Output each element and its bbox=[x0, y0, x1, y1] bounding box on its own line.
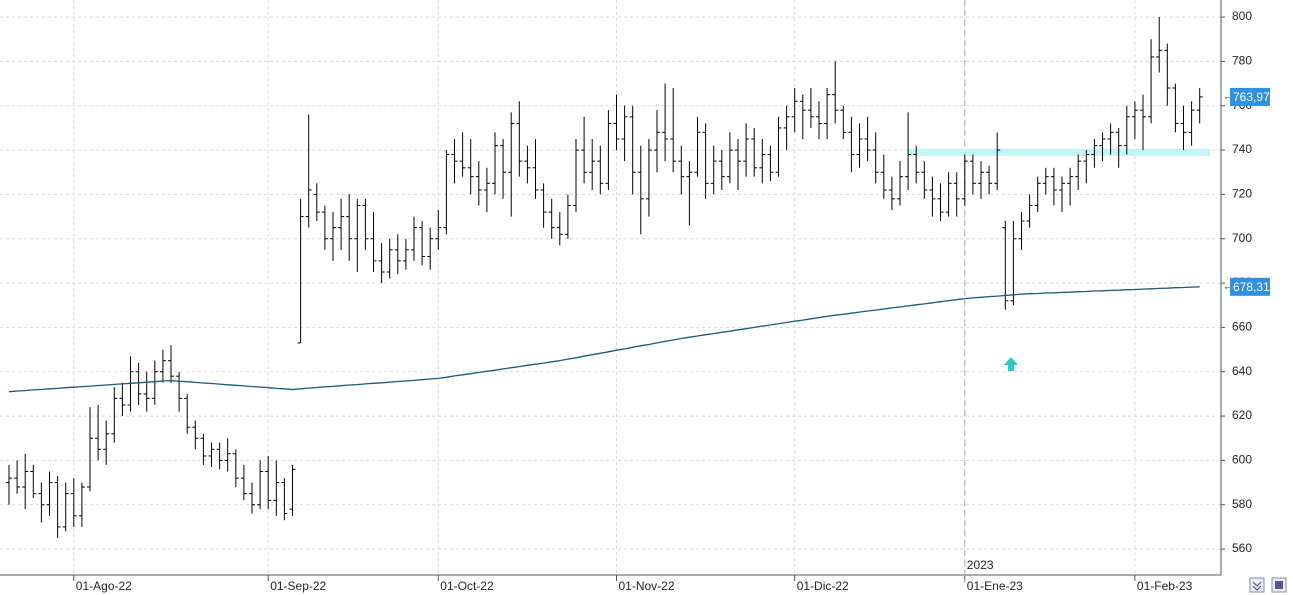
y-tick-label: 780 bbox=[1232, 54, 1252, 68]
value-box bbox=[1230, 87, 1270, 106]
y-tick-label: 560 bbox=[1232, 541, 1252, 555]
value-pointer: ← bbox=[1223, 92, 1233, 103]
x-tick-label: 01-Dic-22 bbox=[797, 579, 849, 593]
scroll-button[interactable] bbox=[1249, 577, 1265, 593]
save-icon bbox=[1275, 581, 1283, 589]
arrow-marker bbox=[1004, 357, 1018, 371]
y-tick-label: 660 bbox=[1232, 320, 1252, 334]
y-tick-label: 620 bbox=[1232, 408, 1252, 422]
y-tick-label: 720 bbox=[1232, 187, 1252, 201]
x-tick-label: 01-Sep-22 bbox=[270, 579, 326, 593]
y-tick-label: 640 bbox=[1232, 364, 1252, 378]
y-tick-label: 740 bbox=[1232, 142, 1252, 156]
x-tick-label: 01-Oct-22 bbox=[440, 579, 494, 593]
y-tick-label: 600 bbox=[1232, 453, 1252, 467]
y-tick-label: 580 bbox=[1232, 497, 1252, 511]
moving-average bbox=[8, 286, 1200, 393]
value-label: 763,97 bbox=[1233, 90, 1270, 104]
scroll-icon bbox=[1252, 581, 1262, 591]
value-box bbox=[1230, 277, 1270, 296]
x-tick-label: 01-Nov-22 bbox=[619, 579, 675, 593]
year-label: 2023 bbox=[967, 558, 994, 572]
x-tick-label: 01-Ago-22 bbox=[76, 579, 132, 593]
value-pointer: ← bbox=[1223, 281, 1233, 292]
y-tick-label: 700 bbox=[1232, 231, 1252, 245]
x-tick-label: 01-Feb-23 bbox=[1137, 579, 1193, 593]
value-label: 678,31 bbox=[1233, 280, 1270, 294]
x-tick-label: 01-Ene-23 bbox=[967, 579, 1023, 593]
y-tick-label: 800 bbox=[1232, 9, 1252, 23]
